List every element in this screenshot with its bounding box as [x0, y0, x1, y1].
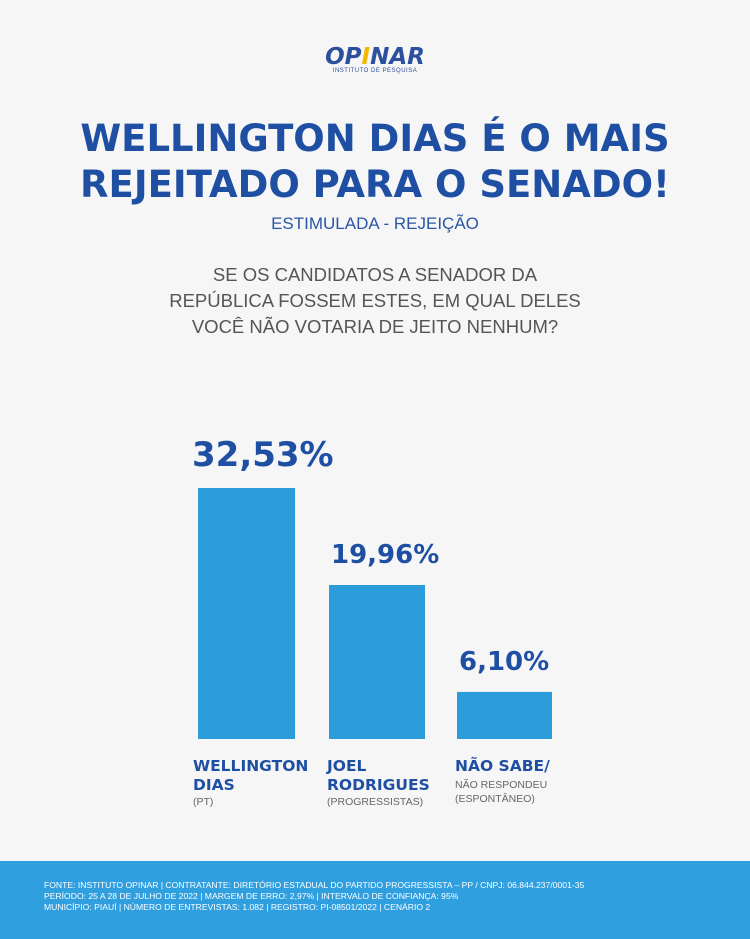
footer: FONTE: INSTITUTO OPINAR | CONTRATANTE: D… [0, 861, 750, 939]
logo-text-right: NAR [370, 44, 425, 70]
footer-line-3: MUNICÍPIO: PIAUÍ | NÚMERO DE ENTREVISTAS… [44, 902, 431, 912]
bar-3 [457, 691, 552, 739]
logo-wordmark: OPINAR [0, 44, 750, 70]
logo-tagline: INSTITUTO DE PESQUISA [332, 68, 418, 74]
category-detail-nao-sabe-line-2: (ESPONTÂNEO) [455, 793, 535, 805]
subtitle: ESTIMULADA - REJEIÇÃO [271, 214, 479, 233]
value-label-3: 6,10% [459, 647, 549, 677]
value-label-1: 32,53% [192, 435, 334, 475]
question-line-2: REPÚBLICA FOSSEM ESTES, EM QUAL DELES [169, 290, 581, 311]
footer-line-2: PERÍODO: 25 A 28 DE JULHO DE 2022 | MARG… [44, 891, 459, 901]
question-line-3: VOCÊ NÃO VOTARIA DE JEITO NENHUM? [191, 316, 559, 337]
category-label-wellington: WELLINGTON DIAS [193, 757, 308, 795]
party-label-wellington: (PT) [193, 796, 214, 808]
category-label-wellington-line-2: DIAS [193, 776, 235, 794]
question-line-1: SE OS CANDIDATOS A SENADOR DA [212, 264, 538, 285]
survey-question: SE OS CANDIDATOS A SENADOR DA REPÚBLICA … [0, 262, 750, 340]
category-label-nao-sabe: NÃO SABE/ [455, 757, 550, 775]
logo-text-accent: I [361, 44, 371, 70]
bar-2 [329, 584, 425, 739]
footer-line-1: FONTE: INSTITUTO OPINAR | CONTRATANTE: D… [44, 880, 585, 890]
headline-line-2: REJEITADO PARA O SENADO! [80, 163, 670, 206]
category-label-joel: JOEL RODRIGUES [327, 757, 430, 795]
party-label-joel: (PROGRESSISTAS) [327, 796, 424, 808]
category-detail-nao-sabe: NÃO RESPONDEU (ESPONTÂNEO) [455, 778, 547, 806]
value-label-2: 19,96% [331, 540, 439, 570]
category-label-wellington-line-1: WELLINGTON [193, 757, 309, 775]
category-detail-nao-sabe-line-1: NÃO RESPONDEU [455, 779, 548, 791]
headline: WELLINGTON DIAS É O MAIS REJEITADO PARA … [0, 116, 750, 208]
logo: OPINAR INSTITUTO DE PESQUISA [0, 44, 750, 74]
bar-1 [198, 488, 295, 739]
bar-chart: 32,53% 19,96% 6,10% [192, 435, 552, 739]
headline-line-1: WELLINGTON DIAS É O MAIS [80, 117, 670, 160]
category-label-joel-line-2: RODRIGUES [327, 776, 430, 794]
logo-text-left: OP [325, 44, 362, 70]
category-label-joel-line-1: JOEL [327, 757, 367, 775]
footer-source-text: FONTE: INSTITUTO OPINAR | CONTRATANTE: D… [44, 880, 724, 913]
